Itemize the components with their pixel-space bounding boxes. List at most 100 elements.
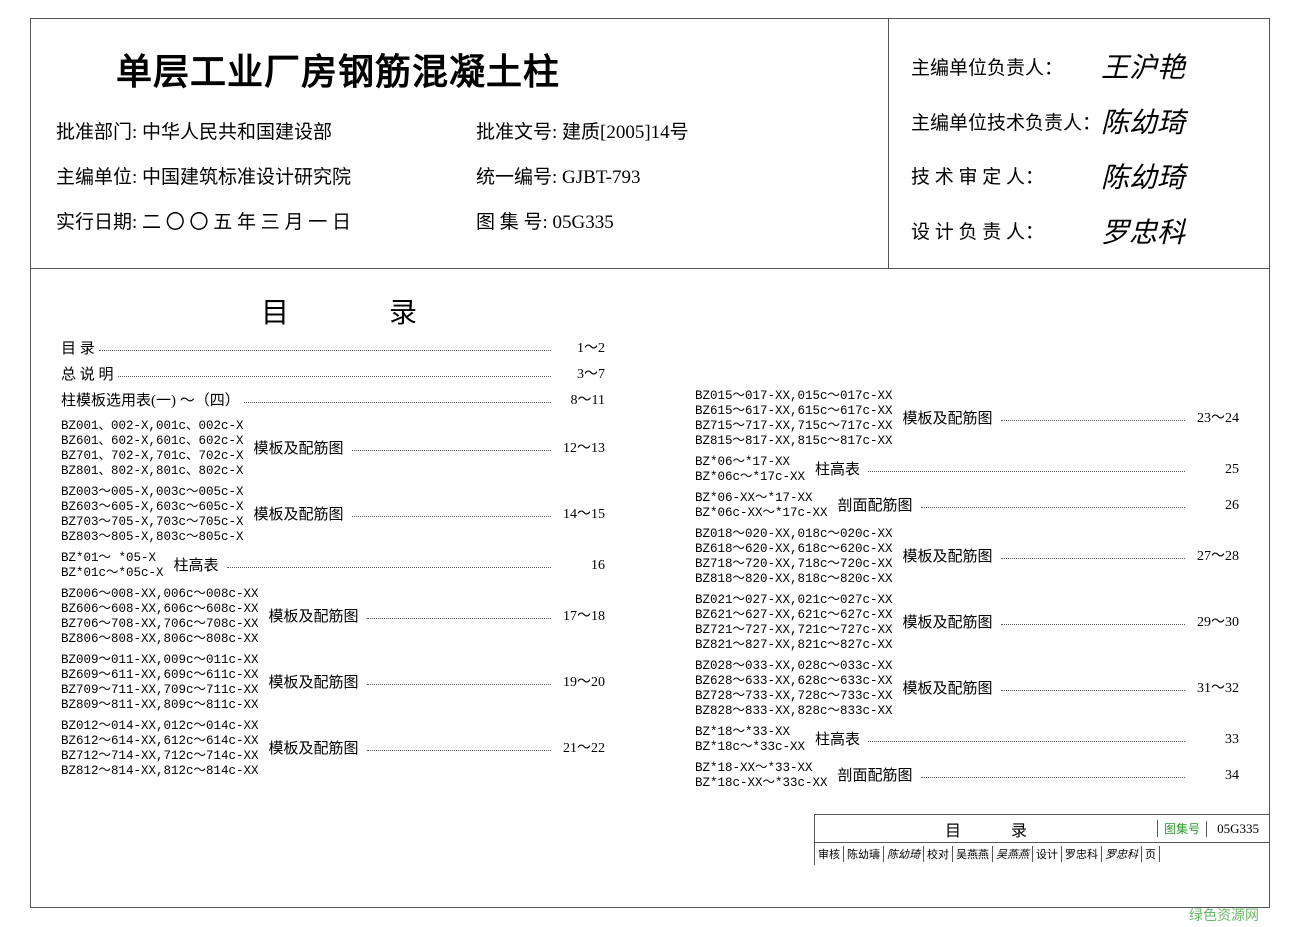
footer-cell: 审核 <box>815 846 844 862</box>
toc-entry: BZ006～008-XX,006c～008c-XX BZ606～608-XX,6… <box>61 587 605 647</box>
toc-entry: BZ003～005-X,003c～005c-X BZ603～605-X,603c… <box>61 485 605 545</box>
toc-dots <box>244 395 551 403</box>
toc-entry: BZ018～020-XX,018c～020c-XX BZ618～620-XX,6… <box>695 527 1239 587</box>
toc-column-right: BZ015～017-XX,015c～017c-XX BZ615～617-XX,6… <box>695 341 1239 797</box>
info-cell: 统一编号: GJBT-793 <box>476 162 863 189</box>
toc-entry: BZ009～011-XX,009c～011c-XX BZ609～611-XX,6… <box>61 653 605 713</box>
info-cell: 批准部门: 中华人民共和国建设部 <box>56 117 476 144</box>
toc-entry: BZ*18～*33-XX BZ*18c～*33c-XX柱高表33 <box>695 725 1239 755</box>
footer-cell: 陈幼璹 <box>844 846 884 862</box>
toc-title-block: BZ*18～*33-XX BZ*18c～*33c-XX <box>695 725 805 755</box>
toc-title-block: BZ001、002-X,001c、002c-X BZ601、602-X,601c… <box>61 419 244 479</box>
toc-title-block: BZ015～017-XX,015c～017c-XX BZ615～617-XX,6… <box>695 389 893 449</box>
toc-title: 柱模板选用表(一) ～（四） <box>61 393 240 409</box>
toc-desc: 剖面配筋图 <box>828 768 917 784</box>
toc-title-block: BZ018～020-XX,018c～020c-XX BZ618～620-XX,6… <box>695 527 893 587</box>
toc-entry: BZ*18-XX～*33-XX BZ*18c-XX～*33c-XX剖面配筋图 34 <box>695 761 1239 791</box>
signature-block: 主编单位负责人： 王沪艳 主编单位技术负责人： 陈幼琦 技 术 审 定 人： 陈… <box>889 19 1269 268</box>
toc-page: 34 <box>1189 768 1239 784</box>
toc-desc: 模板及配筋图 <box>259 741 363 757</box>
toc-dots <box>868 464 1185 472</box>
toc-page: 16 <box>555 558 605 574</box>
toc-column-left: 目 录 1～2 总 说 明3～7 柱模板选用表(一) ～（四） 8～11 BZ001、00… <box>61 341 605 797</box>
toc-desc: 模板及配筋图 <box>893 615 997 631</box>
toc-page: 33 <box>1189 732 1239 748</box>
toc-title-block: BZ*01～ *05-X BZ*01c～*05c-X <box>61 551 164 581</box>
toc-title-block: BZ009～011-XX,009c～011c-XX BZ609～611-XX,6… <box>61 653 259 713</box>
footer-cell: 吴燕燕 <box>993 846 1033 862</box>
sign-row: 技 术 审 定 人： 陈幼琦 <box>911 154 1251 198</box>
toc-title-block: BZ*06-XX～*17-XX BZ*06c-XX～*17c-XX <box>695 491 828 521</box>
info-cell: 批准文号: 建质[2005]14号 <box>476 117 863 144</box>
info-grid: 批准部门: 中华人民共和国建设部 批准文号: 建质[2005]14号 主编单位:… <box>56 113 863 234</box>
toc-dots <box>921 770 1185 778</box>
toc-page: 8～11 <box>555 393 605 409</box>
signature: 陈幼琦 <box>1101 156 1185 196</box>
toc-entry: BZ001、002-X,001c、002c-X BZ601、602-X,601c… <box>61 419 605 479</box>
signature: 王沪艳 <box>1101 46 1185 86</box>
toc-entry: BZ012～014-XX,012c～014c-XX BZ612～614-XX,6… <box>61 719 605 779</box>
toc-heading: 目录 <box>61 279 1239 341</box>
header-left: 单层工业厂房钢筋混凝土柱 批准部门: 中华人民共和国建设部 批准文号: 建质[2… <box>31 19 889 268</box>
toc-title: 目 录 <box>61 341 95 357</box>
info-cell: 图 集 号: 05G335 <box>476 207 863 234</box>
footer-cell: 罗忠科 <box>1102 846 1142 862</box>
toc-title: 总 说 明 <box>61 367 114 383</box>
toc-dots <box>99 343 551 351</box>
toc-columns: 目 录 1～2 总 说 明3～7 柱模板选用表(一) ～（四） 8～11 BZ001、00… <box>61 341 1239 797</box>
toc-section: 目录 目 录 1～2 总 说 明3～7 柱模板选用表(一) ～（四） 8～11 BZ001… <box>31 269 1269 865</box>
sign-label: 技 术 审 定 人： <box>911 162 1091 189</box>
footer-top: 目录 图集号 05G335 <box>815 815 1269 843</box>
sign-label: 主编单位技术负责人： <box>911 108 1091 135</box>
toc-page: 29～30 <box>1189 615 1239 631</box>
toc-page: 12～13 <box>555 441 605 457</box>
footer-block: 目录 图集号 05G335 审核陈幼璹陈幼琦校对吴燕燕吴燕燕设计罗忠科罗忠科页 <box>814 814 1269 865</box>
footer-cell: 设计 <box>1033 846 1062 862</box>
toc-dots <box>352 443 551 451</box>
footer-bottom: 审核陈幼璹陈幼琦校对吴燕燕吴燕燕设计罗忠科罗忠科页 <box>815 843 1269 865</box>
sign-label: 设 计 负 责 人： <box>911 217 1091 244</box>
signature: 罗忠科 <box>1101 211 1185 251</box>
toc-entry: BZ*06～*17-XX BZ*06c～*17c-XX柱高表25 <box>695 455 1239 485</box>
toc-desc: 模板及配筋图 <box>244 507 348 523</box>
toc-page: 25 <box>1189 462 1239 478</box>
info-cell: 实行日期: 二 〇 〇 五 年 三 月 一 日 <box>56 207 476 234</box>
toc-dots <box>367 743 551 751</box>
sign-label: 主编单位负责人： <box>911 53 1091 80</box>
toc-dots <box>1001 413 1185 421</box>
toc-desc: 柱高表 <box>805 462 864 478</box>
toc-title-block: BZ028～033-XX,028c～033c-XX BZ628～633-XX,6… <box>695 659 893 719</box>
toc-desc: 模板及配筋图 <box>893 681 997 697</box>
toc-dots <box>367 611 551 619</box>
toc-entry: 柱模板选用表(一) ～（四） 8～11 <box>61 393 605 409</box>
toc-title-block: BZ012～014-XX,012c～014c-XX BZ612～614-XX,6… <box>61 719 259 779</box>
footer-code-label: 图集号 <box>1157 820 1206 837</box>
toc-entry: 总 说 明3～7 <box>61 367 605 383</box>
signature: 陈幼琦 <box>1101 101 1185 141</box>
toc-page: 1～2 <box>555 341 605 357</box>
footer-cell: 页 <box>1142 846 1160 862</box>
toc-desc: 模板及配筋图 <box>259 675 363 691</box>
toc-entry: BZ028～033-XX,028c～033c-XX BZ628～633-XX,6… <box>695 659 1239 719</box>
footer-cell: 校对 <box>924 846 953 862</box>
page-frame: 单层工业厂房钢筋混凝土柱 批准部门: 中华人民共和国建设部 批准文号: 建质[2… <box>30 18 1270 908</box>
toc-dots <box>367 677 551 685</box>
toc-dots <box>1001 551 1185 559</box>
toc-page: 17～18 <box>555 609 605 625</box>
toc-page: 26 <box>1189 498 1239 514</box>
info-cell: 主编单位: 中国建筑标准设计研究院 <box>56 162 476 189</box>
toc-dots <box>921 500 1185 508</box>
footer-cell: 罗忠科 <box>1062 846 1102 862</box>
toc-title-block: BZ*18-XX～*33-XX BZ*18c-XX～*33c-XX <box>695 761 828 791</box>
toc-entry: BZ*06-XX～*17-XX BZ*06c-XX～*17c-XX剖面配筋图 26 <box>695 491 1239 521</box>
toc-dots <box>352 509 551 517</box>
sign-row: 主编单位技术负责人： 陈幼琦 <box>911 99 1251 143</box>
toc-desc: 模板及配筋图 <box>893 549 997 565</box>
toc-page: 31～32 <box>1189 681 1239 697</box>
footer-cell: 陈幼琦 <box>884 846 924 862</box>
document-title: 单层工业厂房钢筋混凝土柱 <box>56 29 863 113</box>
toc-desc: 模板及配筋图 <box>244 441 348 457</box>
header-block: 单层工业厂房钢筋混凝土柱 批准部门: 中华人民共和国建设部 批准文号: 建质[2… <box>31 19 1269 269</box>
toc-desc: 剖面配筋图 <box>828 498 917 514</box>
toc-dots <box>1001 683 1185 691</box>
